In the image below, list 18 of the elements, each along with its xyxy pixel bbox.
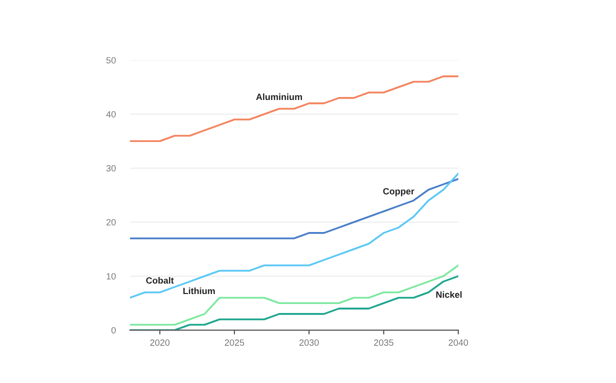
series-label: Copper <box>383 188 414 196</box>
x-tick-label: 2025 <box>224 339 244 346</box>
x-tick-label: 2040 <box>448 339 468 346</box>
y-tick-label: 50 <box>106 57 116 64</box>
y-tick-label: 20 <box>106 219 116 226</box>
series-label: Lithium <box>183 288 215 294</box>
x-tick-label: 2035 <box>374 339 394 346</box>
x-tick-label: 2020 <box>150 339 170 346</box>
series-label: Aluminium <box>256 93 302 100</box>
y-tick-label: 30 <box>106 165 116 172</box>
series-label: Cobalt <box>146 277 174 284</box>
x-tick-label: 2030 <box>299 339 319 346</box>
series-label: Nickel <box>436 291 462 298</box>
y-tick-label: 40 <box>106 111 116 118</box>
line-series <box>130 178 458 240</box>
y-tick-label: 0 <box>111 327 116 334</box>
y-tick-label: 10 <box>106 273 116 280</box>
line-series <box>130 75 458 142</box>
